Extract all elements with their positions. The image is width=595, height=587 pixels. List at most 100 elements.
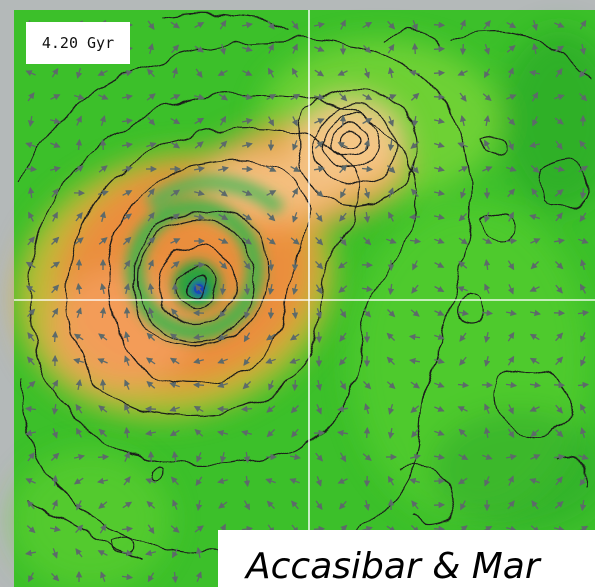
velocity-arrow	[433, 69, 446, 77]
velocity-arrow	[193, 165, 205, 173]
velocity-arrow	[434, 237, 445, 244]
velocity-arrow	[51, 211, 58, 222]
velocity-arrow	[387, 475, 395, 486]
velocity-arrow	[243, 283, 251, 296]
velocity-arrow	[579, 187, 587, 200]
velocity-arrow	[98, 93, 109, 100]
velocity-arrow	[195, 499, 203, 511]
velocity-arrow	[171, 308, 179, 318]
velocity-arrow	[579, 476, 587, 486]
velocity-arrow	[460, 500, 467, 511]
velocity-arrow	[99, 378, 107, 391]
velocity-arrow	[292, 212, 299, 223]
velocity-arrow	[579, 19, 587, 30]
velocity-arrow	[338, 285, 348, 293]
credit-box: Accasibar & Mar	[218, 530, 595, 587]
velocity-arrow	[124, 355, 131, 366]
velocity-arrow	[529, 405, 540, 412]
velocity-arrow	[507, 116, 516, 126]
velocity-arrow	[434, 165, 445, 173]
velocity-arrow	[554, 500, 564, 509]
velocity-arrow	[554, 429, 564, 438]
velocity-arrow	[553, 453, 566, 461]
velocity-arrow	[531, 500, 539, 510]
velocity-arrow	[25, 70, 36, 77]
velocity-arrow	[266, 237, 276, 245]
velocity-arrow	[410, 92, 420, 101]
velocity-arrow	[51, 499, 58, 510]
velocity-arrow	[50, 141, 61, 148]
velocity-arrow	[99, 307, 107, 318]
velocity-arrow	[290, 405, 299, 414]
velocity-arrow	[28, 211, 35, 222]
velocity-arrow	[387, 309, 396, 318]
velocity-arrow	[267, 20, 275, 30]
velocity-arrow	[483, 115, 491, 127]
velocity-arrow	[507, 475, 514, 486]
velocity-arrow	[51, 428, 58, 439]
velocity-arrow	[99, 115, 106, 126]
velocity-arrow	[25, 429, 37, 437]
velocity-arrow	[243, 260, 251, 270]
velocity-arrow	[554, 189, 564, 197]
velocity-arrow	[507, 355, 515, 366]
velocity-arrow	[170, 21, 180, 29]
velocity-arrow	[579, 259, 587, 270]
velocity-arrow	[483, 356, 491, 367]
velocity-arrow	[28, 572, 35, 583]
velocity-arrow	[98, 501, 108, 509]
velocity-arrow	[313, 21, 325, 29]
velocity-arrow	[434, 381, 445, 388]
velocity-arrow	[315, 476, 322, 487]
velocity-arrow	[242, 189, 253, 196]
velocity-arrow	[362, 93, 373, 100]
velocity-arrow	[555, 404, 564, 414]
velocity-arrow	[26, 380, 36, 389]
velocity-arrow	[315, 236, 324, 246]
velocity-arrow	[411, 42, 419, 55]
velocity-arrow	[434, 309, 445, 316]
velocity-arrow	[434, 429, 445, 436]
velocity-arrow	[170, 476, 179, 486]
velocity-arrow	[529, 333, 540, 341]
velocity-arrow	[339, 380, 347, 391]
velocity-arrow	[531, 43, 539, 55]
velocity-arrow	[434, 141, 445, 148]
velocity-arrow	[74, 237, 84, 245]
velocity-arrow	[363, 380, 372, 390]
velocity-arrow	[25, 142, 36, 149]
velocity-arrow	[217, 381, 228, 388]
velocity-field	[24, 19, 590, 584]
velocity-arrow	[458, 453, 469, 460]
velocity-arrow	[195, 284, 203, 294]
velocity-arrow	[74, 93, 85, 100]
velocity-arrow	[529, 69, 541, 77]
velocity-arrow	[314, 45, 325, 52]
velocity-arrow	[147, 259, 154, 270]
velocity-arrow	[410, 381, 420, 389]
velocity-arrow	[457, 69, 468, 76]
velocity-arrow	[433, 117, 445, 125]
velocity-arrow	[51, 403, 59, 415]
velocity-arrow	[337, 69, 348, 76]
velocity-arrow	[99, 138, 107, 151]
velocity-arrow	[579, 140, 587, 150]
velocity-arrow	[578, 68, 587, 78]
velocity-arrow	[50, 452, 60, 461]
velocity-arrow	[75, 115, 82, 126]
velocity-arrow	[505, 237, 518, 245]
velocity-arrow	[267, 259, 275, 272]
velocity-arrow	[458, 428, 468, 437]
velocity-arrow	[482, 93, 492, 102]
velocity-arrow	[555, 284, 563, 294]
velocity-arrow	[313, 525, 326, 533]
velocity-arrow	[458, 237, 468, 245]
velocity-arrow	[146, 380, 156, 389]
velocity-arrow	[339, 452, 347, 463]
velocity-arrow	[169, 357, 180, 365]
velocity-arrow	[99, 283, 107, 295]
velocity-arrow	[218, 237, 229, 244]
velocity-arrow	[122, 236, 132, 245]
velocity-arrow	[337, 405, 348, 413]
velocity-arrow	[266, 190, 277, 197]
